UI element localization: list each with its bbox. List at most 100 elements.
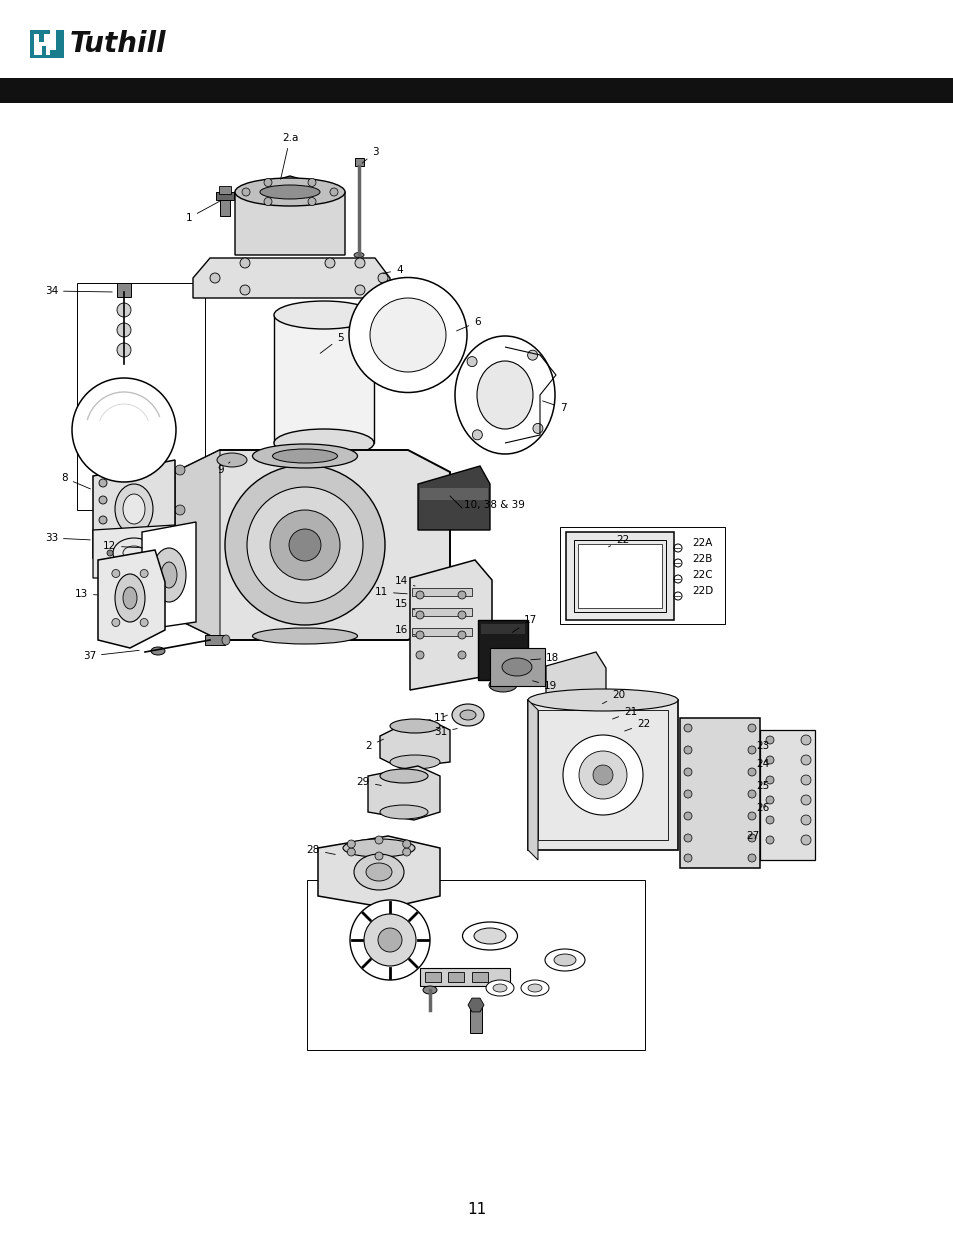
Circle shape [457,611,465,619]
Circle shape [174,555,185,564]
Circle shape [174,466,185,475]
Text: 22: 22 [608,535,629,547]
Circle shape [330,188,337,196]
Bar [470,1005,481,1032]
Ellipse shape [123,494,145,524]
Circle shape [402,840,411,848]
Ellipse shape [476,361,533,429]
Circle shape [801,835,810,845]
Circle shape [325,258,335,268]
Text: 15: 15 [395,599,415,610]
Circle shape [402,848,411,856]
Text: 37: 37 [83,651,139,661]
Circle shape [765,776,773,784]
Circle shape [683,746,691,755]
Bar [219,186,231,194]
Ellipse shape [370,298,446,372]
Ellipse shape [161,562,177,588]
Text: 34: 34 [45,287,112,296]
Text: 33: 33 [45,534,91,543]
Text: 26: 26 [755,803,768,813]
Circle shape [765,736,773,743]
Circle shape [416,631,423,638]
Text: 14: 14 [395,576,415,585]
Circle shape [107,550,112,556]
Ellipse shape [115,484,152,534]
Bar [565,532,673,620]
Circle shape [533,424,542,433]
Circle shape [99,496,107,504]
Ellipse shape [422,986,436,994]
Ellipse shape [260,185,319,199]
Bar [117,283,131,296]
Polygon shape [234,177,345,254]
Text: 20: 20 [601,690,624,704]
Circle shape [99,479,107,487]
Text: 9: 9 [216,462,230,475]
Circle shape [747,834,755,842]
Circle shape [747,746,755,755]
Text: 10, 38 & 39: 10, 38 & 39 [463,500,524,510]
Ellipse shape [354,252,364,258]
Ellipse shape [379,805,428,819]
Ellipse shape [379,769,428,783]
Circle shape [683,853,691,862]
Text: 16: 16 [395,625,415,635]
Bar [412,588,472,597]
Bar [419,968,510,986]
Circle shape [350,900,430,981]
Circle shape [375,852,382,860]
Circle shape [765,836,773,844]
Ellipse shape [544,948,584,971]
Ellipse shape [485,981,514,995]
Circle shape [174,505,185,515]
Bar [274,315,374,443]
Circle shape [801,735,810,745]
Ellipse shape [527,984,541,992]
Circle shape [377,273,388,283]
Ellipse shape [520,981,548,995]
Circle shape [801,755,810,764]
Text: 31: 31 [434,727,456,737]
Bar [0,78,953,103]
Bar [480,624,524,634]
Ellipse shape [253,445,357,468]
Ellipse shape [234,178,345,206]
Text: 12: 12 [103,541,142,551]
Circle shape [99,550,107,557]
Circle shape [140,569,148,578]
Ellipse shape [151,647,165,655]
Circle shape [416,592,423,599]
Polygon shape [417,466,490,530]
Circle shape [112,619,120,626]
Bar [412,629,472,636]
Text: Tuthill: Tuthill [70,30,167,58]
Text: 11: 11 [375,587,407,597]
Polygon shape [410,559,492,690]
Bar [527,700,678,850]
Text: 18: 18 [530,653,558,663]
Circle shape [683,834,691,842]
Ellipse shape [462,923,517,950]
Circle shape [210,273,220,283]
Ellipse shape [123,587,137,609]
Circle shape [117,324,131,337]
Polygon shape [98,550,165,648]
Polygon shape [368,766,439,820]
Ellipse shape [390,755,439,769]
Circle shape [457,631,465,638]
Circle shape [801,776,810,785]
Circle shape [99,516,107,524]
Ellipse shape [459,710,476,720]
Ellipse shape [274,429,374,457]
Circle shape [225,466,385,625]
Text: 13: 13 [74,589,97,599]
Circle shape [140,619,148,626]
Polygon shape [379,720,450,768]
Text: 29: 29 [356,777,381,787]
Polygon shape [468,998,483,1011]
Ellipse shape [216,453,247,467]
Circle shape [683,724,691,732]
Circle shape [472,430,482,440]
Circle shape [264,198,272,205]
